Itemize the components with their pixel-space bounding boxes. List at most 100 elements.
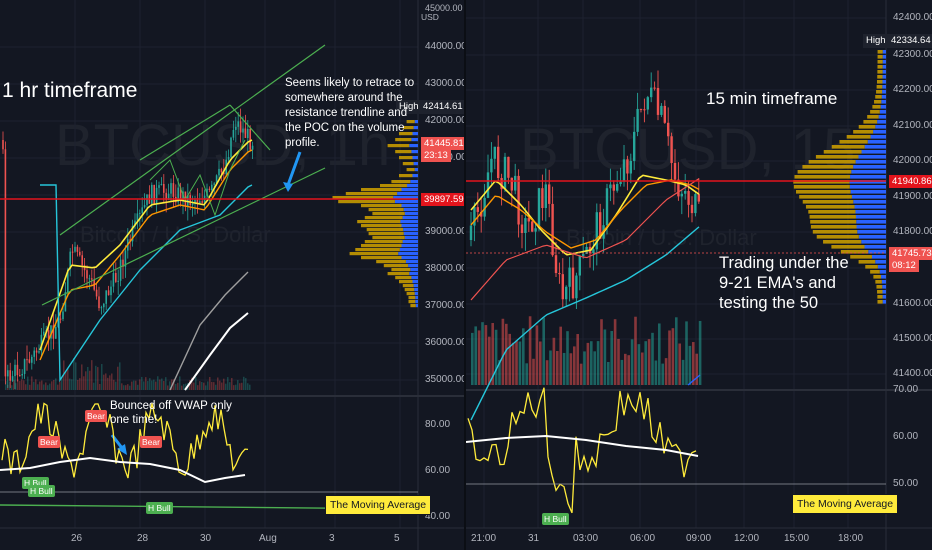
volume-bar [491, 323, 494, 385]
candle-body [172, 183, 175, 197]
volume-bar [600, 319, 603, 385]
volume-profile-bar [858, 155, 886, 159]
high-label: High [863, 34, 889, 48]
volume-bar [143, 381, 145, 390]
volume-profile-bar [338, 200, 395, 204]
volume-bar [586, 342, 590, 385]
volume-profile-bar [802, 165, 854, 169]
volume-bar [21, 379, 23, 390]
volume-profile-bar [810, 220, 857, 224]
volume-profile-bar [407, 184, 418, 188]
volume-bar [573, 346, 576, 385]
volume-bar [607, 362, 610, 385]
volume-profile-bar [863, 120, 878, 124]
volume-profile-bar [361, 244, 402, 248]
volume-profile-bar [401, 188, 418, 192]
volume-bar [77, 379, 79, 390]
retrace-annotation: Seems likely to retrace to somewhere aro… [285, 77, 415, 149]
candle-body [660, 105, 663, 115]
volume-bar [91, 360, 93, 390]
countdown-label: 23:13 [421, 149, 451, 162]
date-tick: 28 [137, 533, 149, 544]
pane-divider[interactable] [464, 0, 466, 550]
candle-body [500, 178, 503, 190]
volume-profile-bar [877, 265, 886, 269]
volume-profile-bar [395, 138, 412, 142]
volume-profile-bar [412, 132, 418, 136]
candle-body [182, 191, 184, 202]
volume-profile-bar [882, 290, 886, 294]
volume-bar [73, 358, 75, 390]
volume-profile-bar [414, 120, 418, 124]
volume-bar [45, 382, 47, 390]
volume-bar [43, 384, 45, 390]
chart-pane-1h[interactable]: BTCUSD, 1h Bitcoin / U.S. Dollar 45000.0… [0, 0, 464, 550]
candle-body [667, 122, 670, 137]
volume-profile-bar [877, 70, 883, 74]
volume-bar [159, 379, 161, 390]
candle-body [568, 267, 571, 287]
candle-body [107, 290, 110, 296]
price-chart-1h[interactable] [0, 0, 464, 550]
volume-profile-bar [871, 255, 886, 259]
volume-profile-bar [849, 185, 886, 189]
candle-body [33, 350, 35, 357]
candle-body [81, 255, 83, 266]
currency-label: USD [421, 12, 439, 22]
price-chart-15m[interactable] [466, 0, 932, 550]
candle-body [653, 87, 656, 89]
volume-profile-bar [400, 220, 418, 224]
hidden-bull-signal-tag: H Bull [146, 502, 173, 514]
moving-average-line [466, 434, 699, 457]
volume-profile-bar [872, 105, 881, 109]
volume-bar [675, 317, 678, 385]
volume-profile-bar [856, 225, 886, 229]
candle-body [490, 158, 493, 173]
candle-body [541, 188, 544, 209]
candle-body [211, 184, 213, 191]
volume-profile-bar [345, 192, 398, 196]
candle-body [191, 203, 194, 206]
annotation-arrow-head [283, 182, 293, 192]
volume-bar [145, 377, 147, 390]
candle-body [473, 207, 476, 226]
volume-bar [131, 381, 133, 390]
volume-bar [681, 359, 685, 385]
volume-bar [664, 358, 668, 385]
candle-body [170, 183, 172, 194]
volume-bar [654, 360, 658, 385]
volume-profile-bar [882, 60, 886, 64]
volume-bar [209, 376, 211, 390]
volume-profile-bar [861, 150, 886, 154]
volume-profile-bar [870, 135, 886, 139]
chart-pane-15m[interactable]: BTCUSD, 15 Bitcoin / U.S. Dollar 42400.0… [466, 0, 932, 550]
volume-profile-bar [372, 212, 405, 216]
volume-profile-bar [401, 244, 418, 248]
candle-body [218, 168, 220, 176]
volume-bar [685, 321, 688, 385]
candle-body [59, 318, 62, 320]
candle-body [663, 105, 666, 123]
volume-bar [569, 353, 573, 385]
volume-profile-bar [840, 250, 869, 254]
candle-body [578, 256, 581, 276]
time-tick: 03:00 [573, 533, 599, 544]
osc-tick: 60.00 [425, 465, 451, 476]
volume-bar [17, 379, 19, 390]
volume-bar [593, 351, 596, 385]
trendline-upper [59, 44, 326, 236]
candle-body [595, 212, 598, 250]
volume-profile-bar [858, 260, 876, 264]
volume-bar [532, 358, 535, 385]
volume-profile-bar [809, 215, 856, 219]
volume-profile-bar [880, 105, 886, 109]
candle-body [28, 359, 31, 363]
volume-bar [535, 325, 539, 385]
volume-bar [37, 384, 39, 390]
volume-bar [79, 378, 81, 390]
candle-body [91, 278, 93, 280]
volume-profile-bar [831, 245, 865, 249]
volume-bar [692, 342, 695, 385]
candle-body [670, 136, 673, 163]
last-price-label: 41745.73 [889, 247, 932, 260]
